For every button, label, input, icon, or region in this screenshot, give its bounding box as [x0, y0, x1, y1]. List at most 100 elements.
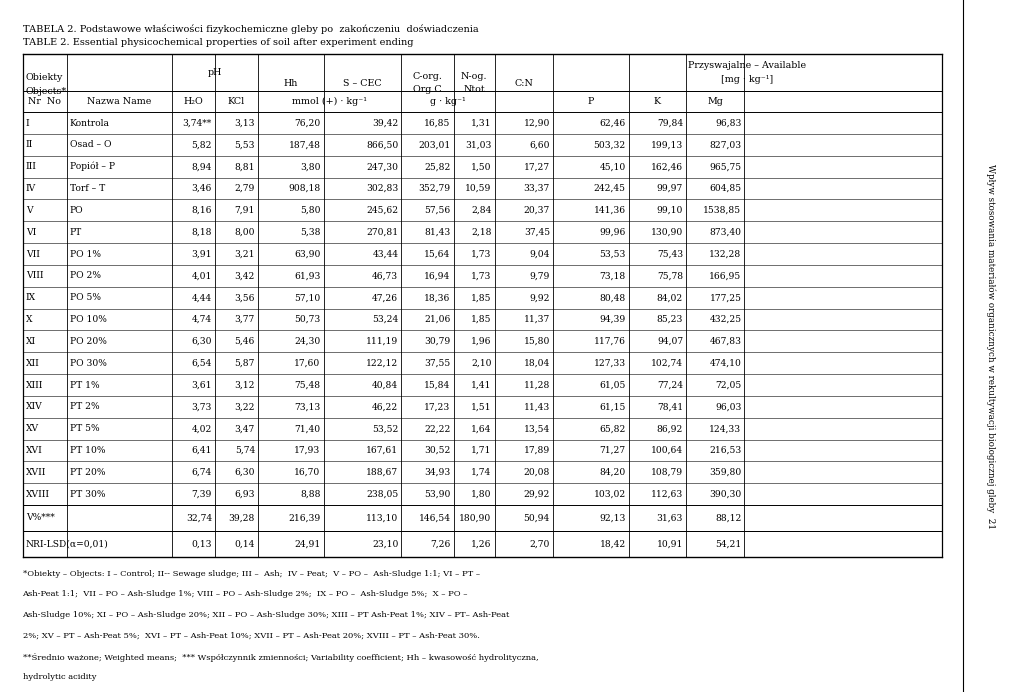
- Text: 8,81: 8,81: [234, 162, 255, 171]
- Text: 7,26: 7,26: [430, 539, 451, 549]
- Text: 187,48: 187,48: [289, 140, 321, 149]
- Text: 46,22: 46,22: [372, 402, 398, 412]
- Text: 23,10: 23,10: [372, 539, 398, 549]
- Text: 3,12: 3,12: [234, 381, 255, 390]
- Text: 4,74: 4,74: [191, 315, 212, 324]
- Text: N-og.: N-og.: [461, 71, 487, 81]
- Text: 84,20: 84,20: [599, 468, 626, 477]
- Text: Ash-Sludge 10%; XI – PO – Ash-Sludge 20%; XII – PO – Ash-Sludge 30%; XIII – PT A: Ash-Sludge 10%; XI – PO – Ash-Sludge 20%…: [23, 611, 510, 619]
- Text: 102,74: 102,74: [651, 358, 683, 367]
- Text: 37,45: 37,45: [523, 228, 550, 237]
- Text: 8,94: 8,94: [191, 162, 212, 171]
- Text: 8,18: 8,18: [191, 228, 212, 237]
- Text: 6,54: 6,54: [191, 358, 212, 367]
- Text: 3,13: 3,13: [234, 118, 255, 127]
- Text: 432,25: 432,25: [710, 315, 741, 324]
- Text: 359,80: 359,80: [710, 468, 741, 477]
- Text: 75,43: 75,43: [656, 250, 683, 259]
- Text: X: X: [26, 315, 32, 324]
- Text: PO 20%: PO 20%: [70, 337, 106, 346]
- Text: 39,42: 39,42: [372, 118, 398, 127]
- Text: 15,80: 15,80: [523, 337, 550, 346]
- Text: PO 1%: PO 1%: [70, 250, 100, 259]
- Text: 1,51: 1,51: [471, 402, 492, 412]
- Text: 29,92: 29,92: [523, 490, 550, 499]
- Text: 92,13: 92,13: [599, 513, 626, 522]
- Text: 17,23: 17,23: [424, 402, 451, 412]
- Text: 390,30: 390,30: [710, 490, 741, 499]
- Text: P: P: [588, 97, 594, 107]
- Text: 18,36: 18,36: [424, 293, 451, 302]
- Text: 71,27: 71,27: [599, 446, 626, 455]
- Text: 4,44: 4,44: [191, 293, 212, 302]
- Text: PT 30%: PT 30%: [70, 490, 105, 499]
- Text: 0,13: 0,13: [191, 539, 212, 549]
- Text: 18,04: 18,04: [523, 358, 550, 367]
- Text: VIII: VIII: [26, 271, 43, 280]
- Text: XVIII: XVIII: [26, 490, 49, 499]
- Text: 32,74: 32,74: [185, 513, 212, 522]
- Text: 238,05: 238,05: [367, 490, 398, 499]
- Text: Mg: Mg: [708, 97, 723, 107]
- Text: 2,10: 2,10: [471, 358, 492, 367]
- Text: 0,14: 0,14: [234, 539, 255, 549]
- Text: K: K: [654, 97, 660, 107]
- Text: I: I: [26, 118, 30, 127]
- Text: 61,15: 61,15: [599, 402, 626, 412]
- Text: Kontrola: Kontrola: [70, 118, 110, 127]
- Text: 61,05: 61,05: [599, 381, 626, 390]
- Text: 81,43: 81,43: [424, 228, 451, 237]
- Text: V: V: [26, 206, 32, 215]
- Text: 7,39: 7,39: [191, 490, 212, 499]
- Text: 20,37: 20,37: [523, 206, 550, 215]
- Text: 302,83: 302,83: [367, 184, 398, 193]
- Text: 3,77: 3,77: [234, 315, 255, 324]
- Text: 8,88: 8,88: [300, 490, 321, 499]
- Text: 85,23: 85,23: [656, 315, 683, 324]
- Text: 866,50: 866,50: [367, 140, 398, 149]
- Text: 96,03: 96,03: [715, 402, 741, 412]
- Text: XI: XI: [26, 337, 36, 346]
- Text: 50,73: 50,73: [294, 315, 321, 324]
- Text: 34,93: 34,93: [424, 468, 451, 477]
- Text: 99,97: 99,97: [656, 184, 683, 193]
- Text: 245,62: 245,62: [367, 206, 398, 215]
- Text: 3,21: 3,21: [234, 250, 255, 259]
- Text: KCl: KCl: [228, 97, 245, 107]
- Text: TABLE 2. Essential physicochemical properties of soil after experiment ending: TABLE 2. Essential physicochemical prope…: [23, 38, 413, 47]
- Text: C-org.: C-org.: [413, 71, 442, 81]
- Text: 467,83: 467,83: [710, 337, 741, 346]
- Text: *Obiekty – Objects: I – Control; II-- Sewage sludge; III –  Ash;  IV – Peat;  V : *Obiekty – Objects: I – Control; II-- Se…: [23, 570, 479, 578]
- Text: TABELA 2. Podstawowe właściwości fizykochemiczne gleby po  zakończeniu  doświadc: TABELA 2. Podstawowe właściwości fizykoc…: [23, 24, 478, 34]
- Text: PT 20%: PT 20%: [70, 468, 105, 477]
- Text: 1538,85: 1538,85: [703, 206, 741, 215]
- Text: 45,10: 45,10: [599, 162, 626, 171]
- Text: 25,82: 25,82: [424, 162, 451, 171]
- Text: 1,73: 1,73: [471, 250, 492, 259]
- Text: C:N: C:N: [514, 78, 534, 88]
- Text: 203,01: 203,01: [419, 140, 451, 149]
- Text: 5,53: 5,53: [234, 140, 255, 149]
- Text: IX: IX: [26, 293, 36, 302]
- Text: 18,42: 18,42: [599, 539, 626, 549]
- Text: PT 10%: PT 10%: [70, 446, 105, 455]
- Text: 2,79: 2,79: [234, 184, 255, 193]
- Text: 117,76: 117,76: [594, 337, 626, 346]
- Text: 99,10: 99,10: [656, 206, 683, 215]
- Text: 33,37: 33,37: [523, 184, 550, 193]
- Text: Torf – T: Torf – T: [70, 184, 104, 193]
- Text: 5,46: 5,46: [234, 337, 255, 346]
- Text: 6,60: 6,60: [529, 140, 550, 149]
- Text: 57,56: 57,56: [424, 206, 451, 215]
- Text: 6,41: 6,41: [191, 446, 212, 455]
- Text: 21,06: 21,06: [424, 315, 451, 324]
- Text: PO 10%: PO 10%: [70, 315, 106, 324]
- Text: 12,90: 12,90: [523, 118, 550, 127]
- Text: 15,64: 15,64: [424, 250, 451, 259]
- Text: 167,61: 167,61: [367, 446, 398, 455]
- Text: 270,81: 270,81: [367, 228, 398, 237]
- Text: 75,48: 75,48: [294, 381, 321, 390]
- Text: 3,56: 3,56: [234, 293, 255, 302]
- Text: 5,38: 5,38: [300, 228, 321, 237]
- Text: 1,73: 1,73: [471, 271, 492, 280]
